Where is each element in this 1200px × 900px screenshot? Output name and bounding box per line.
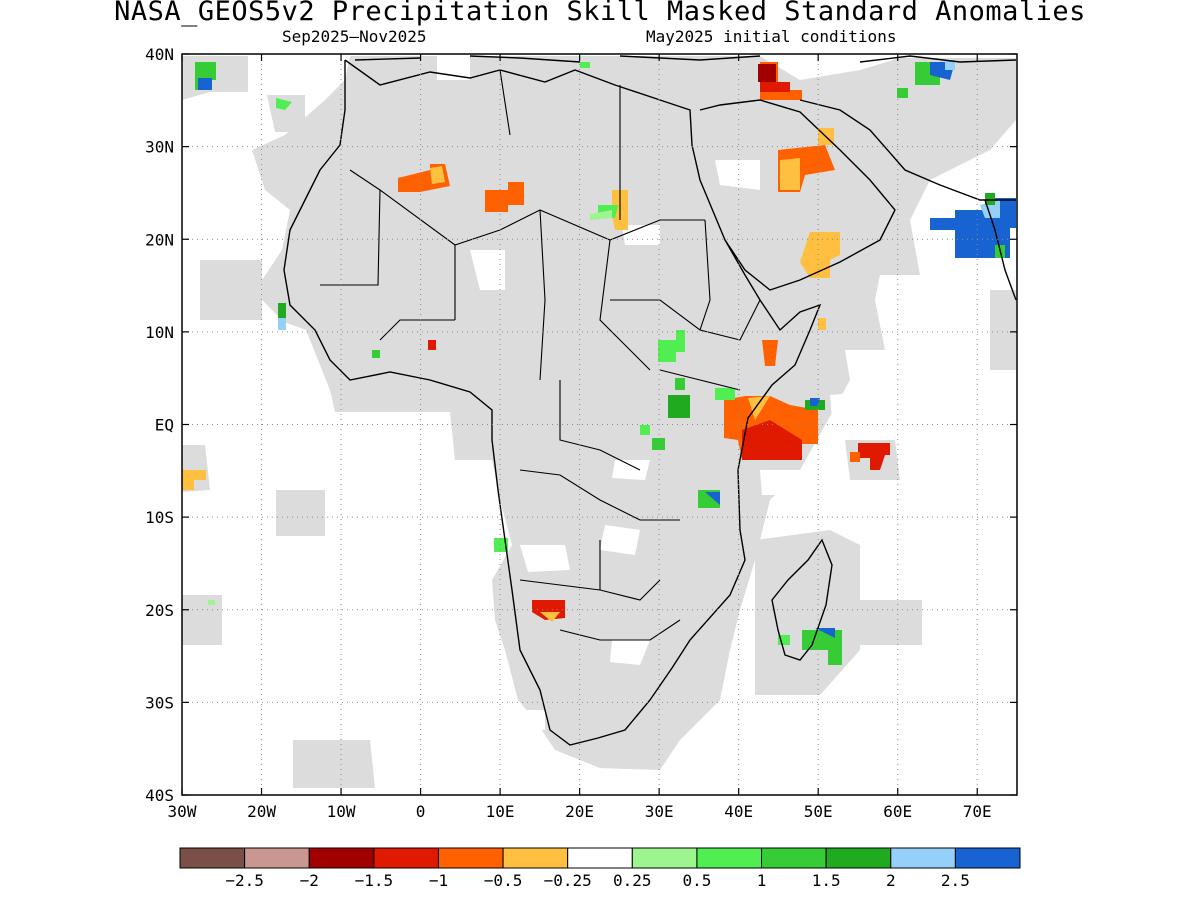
madagascar-coast: [771, 538, 833, 661]
x-tick-label: 60E: [883, 802, 912, 821]
y-tick-label: 10S: [145, 508, 174, 527]
season-subtitle: Sep2025–Nov2025: [282, 27, 427, 46]
anomaly-patches: [182, 60, 1016, 665]
colorbar-label: −2: [300, 871, 319, 890]
masked-skill-areas: [182, 56, 1016, 788]
colorbar-label: 1.5: [812, 871, 841, 890]
x-tick-label: 30W: [168, 802, 197, 821]
y-tick-label: 20S: [145, 601, 174, 620]
y-tick-label: 30N: [145, 138, 174, 157]
africa-coastline: [283, 59, 822, 746]
colorbar: [179, 847, 1021, 869]
colorbar-swatch: [567, 847, 633, 869]
colorbar-label: 2.5: [941, 871, 970, 890]
initial-conditions-subtitle: May2025 initial conditions: [646, 27, 897, 46]
x-tick-label: 20W: [247, 802, 276, 821]
colorbar-label: −0.5: [484, 871, 523, 890]
colorbar-label: 1: [757, 871, 767, 890]
colorbar-swatch: [179, 847, 246, 869]
coastlines-borders: [283, 55, 1017, 746]
y-tick-label: 30S: [145, 693, 174, 712]
y-tick-label: 20N: [145, 230, 174, 249]
y-tick-label: 40S: [145, 786, 174, 805]
x-tick-label: 20E: [565, 802, 594, 821]
y-axis-ticks: 40N 30N 20N 10N EQ 10S 20S 30S 40S: [145, 45, 1017, 805]
unmasked-land-patches: [470, 160, 862, 730]
x-tick-label: 0: [416, 802, 426, 821]
colorbar-swatch: [308, 847, 375, 869]
y-tick-label: 10N: [145, 323, 174, 342]
colorbar-label: −1.5: [355, 871, 394, 890]
india-coast: [984, 199, 1017, 301]
x-tick-label: 40E: [724, 802, 753, 821]
x-tick-label: 10E: [486, 802, 515, 821]
colorbar-swatch: [631, 847, 698, 869]
colorbar-label: 0.5: [682, 871, 711, 890]
colorbar-swatch: [761, 847, 827, 869]
y-tick-label: EQ: [155, 416, 174, 435]
arabian-peninsula: [699, 99, 896, 291]
colorbar-labels: −2.5 −2 −1.5 −1 −0.5 −0.25 0.25 0.5 1 1.5 2 2.5: [225, 871, 969, 890]
colorbar-label: 2: [886, 871, 896, 890]
x-tick-label: 10W: [327, 802, 356, 821]
colorbar-label: −1: [429, 871, 448, 890]
figure-title: NASA_GEOS5v2 Precipitation Skill Masked …: [114, 0, 1086, 27]
iran-coast: [799, 99, 1016, 201]
colorbar-swatch: [696, 847, 763, 869]
colorbar-swatch: [244, 847, 310, 869]
colorbar-swatch: [437, 847, 504, 869]
colorbar-swatch: [825, 847, 892, 869]
colorbar-label: −2.5: [225, 871, 264, 890]
x-axis-ticks: 30W 20W 10W 0 10E 20E 30E 40E 50E 60E 70E: [168, 54, 992, 821]
x-tick-label: 50E: [804, 802, 833, 821]
y-tick-label: 40N: [145, 45, 174, 64]
colorbar-label: 0.25: [613, 871, 652, 890]
colorbar-swatch: [890, 847, 956, 869]
colorbar-swatch: [954, 847, 1021, 869]
colorbar-swatch: [502, 847, 569, 869]
gridlines: [182, 54, 1017, 795]
colorbar-swatch: [373, 847, 439, 869]
x-tick-label: 70E: [963, 802, 992, 821]
europe-coast: [354, 55, 1017, 63]
colorbar-label: −0.25: [544, 871, 592, 890]
country-borders: [320, 69, 761, 641]
x-tick-label: 30E: [645, 802, 674, 821]
